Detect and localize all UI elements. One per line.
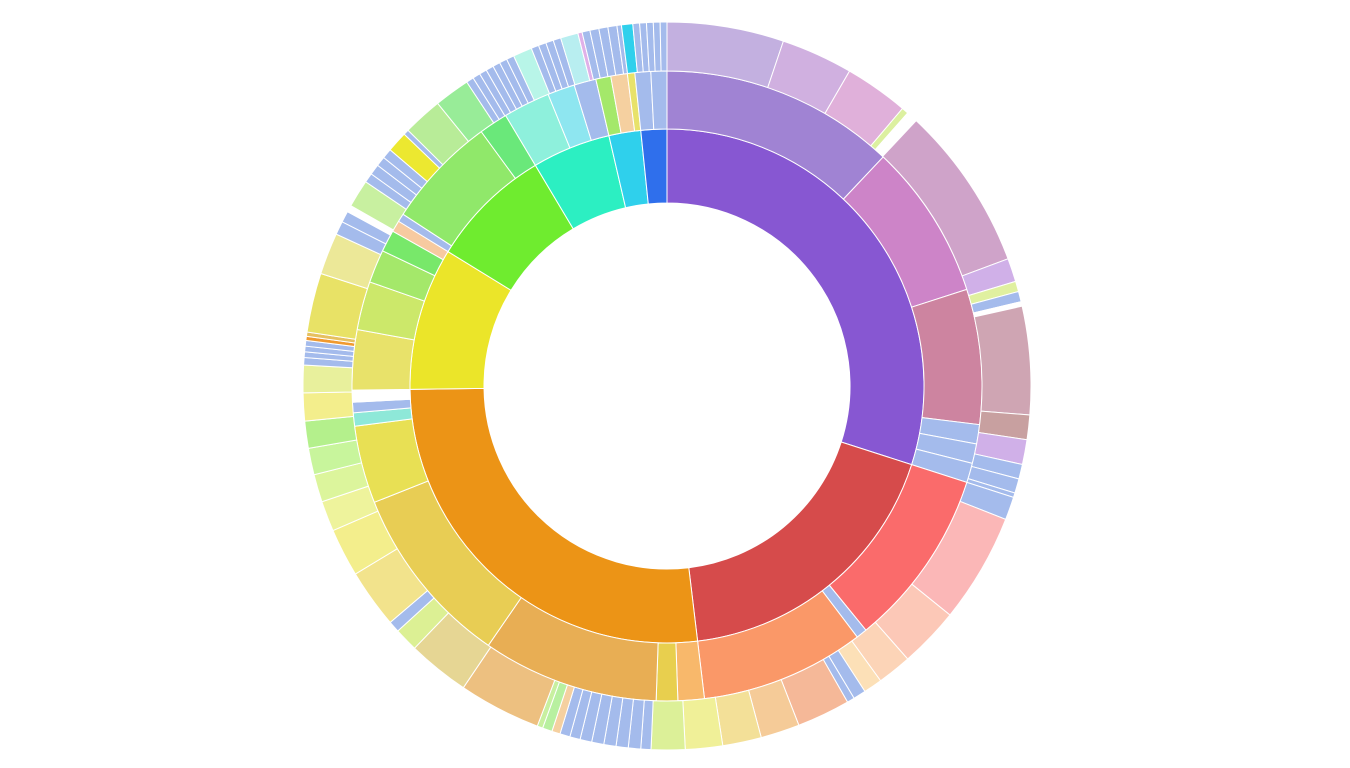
sunburst-segment-l3-49[interactable] bbox=[302, 391, 355, 422]
sunburst-segment-l3-27[interactable] bbox=[650, 700, 686, 751]
ring-level-2 bbox=[351, 70, 983, 702]
sunburst-segment-l2-32[interactable] bbox=[650, 70, 668, 130]
sunburst-segment-l3-50[interactable] bbox=[302, 364, 354, 394]
ring-level-3 bbox=[302, 21, 1032, 751]
ring-level-1 bbox=[409, 128, 925, 644]
sunburst-segment-l3-26[interactable] bbox=[682, 696, 724, 751]
sunburst-segment-l2-10[interactable] bbox=[655, 642, 679, 702]
sunburst-segment-l3-95[interactable] bbox=[659, 21, 668, 72]
sunburst-segment-l3-10[interactable] bbox=[973, 305, 1032, 416]
